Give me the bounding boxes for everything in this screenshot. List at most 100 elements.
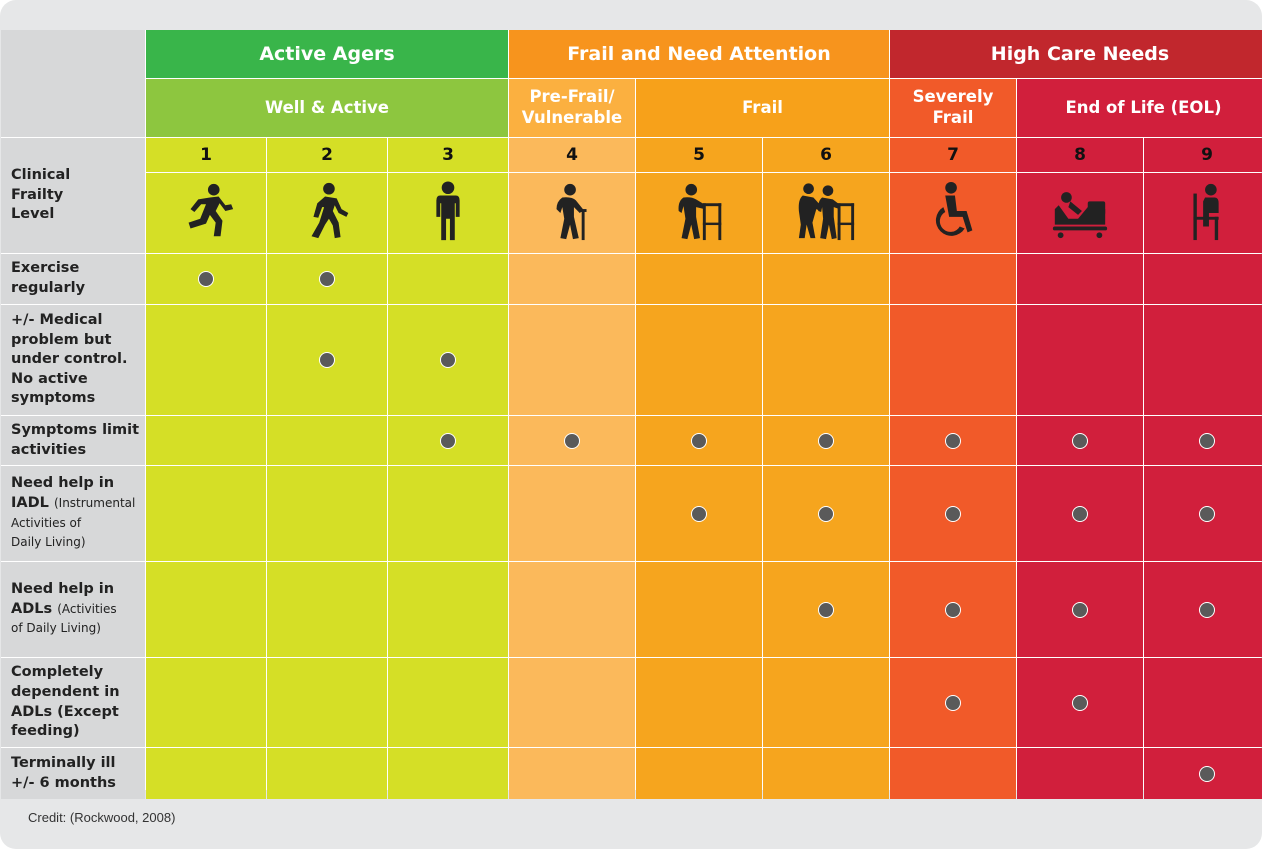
row-label: +/- Medical problem but under control. N… (1, 305, 145, 415)
table-cell (890, 254, 1016, 304)
table-cell (636, 305, 762, 415)
row-label-wrapper: Need help in IADL (Instrumental Activiti… (11, 474, 135, 552)
table-cell (146, 562, 266, 657)
table-cell (636, 466, 762, 561)
table-cell (1144, 562, 1262, 657)
table-cell (1144, 466, 1262, 561)
wheelchair-icon (922, 180, 984, 246)
table-cell (636, 748, 762, 799)
subgroup-pre-frail: Pre-Frail/ Vulnerable (509, 79, 635, 137)
walking-person-icon (296, 180, 358, 246)
level-number: 4 (509, 138, 635, 172)
table-cell (509, 658, 635, 747)
criteria-dot (319, 271, 335, 287)
table-cell (267, 254, 387, 304)
table-cell (1144, 254, 1262, 304)
row-label: Completely dependent in ADLs (Except fee… (1, 658, 145, 747)
table-corner (1, 30, 145, 137)
row-label-wrapper: Exercise regularly (11, 259, 85, 298)
credit-text: Credit: (Rockwood, 2008) (28, 810, 176, 825)
table-cell (890, 748, 1016, 799)
table-cell (763, 562, 889, 657)
table-cell (388, 658, 508, 747)
criteria-dot (198, 271, 214, 287)
table-cell (636, 658, 762, 747)
table-cell (890, 466, 1016, 561)
row-label-wrapper: Terminally ill +/- 6 months (11, 754, 116, 793)
criteria-dot (945, 505, 961, 522)
table-cell (146, 416, 266, 465)
subgroup-frail: Frail (636, 79, 889, 137)
row-label-text: Completely dependent in ADLs (Except fee… (11, 664, 120, 740)
row-label-wrapper: Completely dependent in ADLs (Except fee… (11, 663, 120, 741)
table-cell (388, 416, 508, 465)
criteria-dot (440, 432, 456, 449)
row-label-note: (Activities of Daily Living) (11, 601, 117, 636)
level-number: 6 (763, 138, 889, 172)
person-with-cane-icon (541, 180, 603, 246)
row-label-text: +/- Medical problem but under control. N… (11, 312, 128, 407)
table-cell (890, 658, 1016, 747)
level-icon-cell (146, 173, 266, 253)
table-cell (388, 748, 508, 799)
criteria-dot (1199, 505, 1215, 522)
row-label: Need help in ADLs (Activities of Daily L… (1, 562, 145, 657)
assisted-person-with-walker-icon (795, 180, 857, 246)
table-cell (763, 466, 889, 561)
level-icon-cell (388, 173, 508, 253)
criteria-dot (1199, 765, 1215, 782)
table-cell (509, 562, 635, 657)
person-in-bed-icon (1049, 180, 1111, 246)
row-label-note: (Instrumental Activities of Daily Living… (11, 495, 136, 550)
criteria-dot (1072, 601, 1088, 618)
table-cell (267, 658, 387, 747)
level-icon-cell (890, 173, 1016, 253)
subgroup-severely-frail: Severely Frail (890, 79, 1016, 137)
row-label: Symptoms limit activities (1, 416, 145, 465)
level-icon-cell (1144, 173, 1262, 253)
table-cell (763, 748, 889, 799)
table-cell (388, 254, 508, 304)
table-cell (509, 416, 635, 465)
level-number: 2 (267, 138, 387, 172)
table-cell (1017, 748, 1143, 799)
table-cell (763, 254, 889, 304)
group-header-active-agers: Active Agers (146, 30, 508, 78)
table-cell (1017, 562, 1143, 657)
table-cell (267, 562, 387, 657)
table-cell (890, 416, 1016, 465)
row-label-text: Symptoms limit activities (11, 421, 140, 458)
table-cell (146, 305, 266, 415)
table-cell (763, 658, 889, 747)
person-with-walker-icon (668, 180, 730, 246)
table-cell (146, 254, 266, 304)
table-cell (388, 305, 508, 415)
group-header-high-care-needs: High Care Needs (890, 30, 1262, 78)
table-cell (509, 466, 635, 561)
level-icon-cell (1017, 173, 1143, 253)
standing-person-icon (417, 180, 479, 246)
table-cell (1144, 658, 1262, 747)
row-label: Need help in IADL (Instrumental Activiti… (1, 466, 145, 561)
table-cell (509, 305, 635, 415)
table-cell (1017, 466, 1143, 561)
criteria-dot (691, 432, 707, 449)
level-icon-cell (267, 173, 387, 253)
level-number: 7 (890, 138, 1016, 172)
table-cell (1144, 416, 1262, 465)
criteria-dot (1072, 694, 1088, 711)
level-number: 5 (636, 138, 762, 172)
subgroup-well-active: Well & Active (146, 79, 508, 137)
table-cell (146, 748, 266, 799)
table-cell (1017, 658, 1143, 747)
criteria-dot (319, 352, 335, 368)
table-cell (763, 416, 889, 465)
table-cell (763, 305, 889, 415)
table-cell (890, 562, 1016, 657)
table-cell (1144, 748, 1262, 799)
level-icon-cell (509, 173, 635, 253)
criteria-dot (440, 352, 456, 368)
level-number: 1 (146, 138, 266, 172)
table-cell (146, 658, 266, 747)
